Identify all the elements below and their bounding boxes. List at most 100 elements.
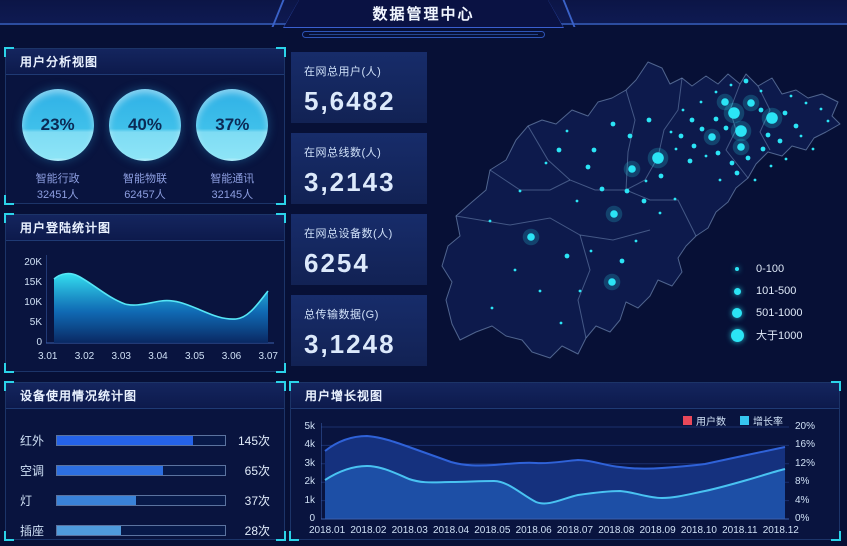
map-legend-item: 大于1000 <box>730 324 803 346</box>
map-data-point <box>624 188 630 194</box>
gauge-label: 智能行政 <box>35 173 80 185</box>
map-data-point <box>713 116 719 122</box>
map-data-point <box>575 199 579 203</box>
x-tick: 2018.06 <box>515 525 552 536</box>
map-data-point <box>518 189 522 193</box>
map-data-point <box>765 132 771 138</box>
stat-label: 在网总线数(人) <box>304 147 382 159</box>
liquid-gauge-2: 37% 智能通讯 32145人 <box>190 89 274 202</box>
x-tick: 3.03 <box>111 351 131 362</box>
y-tick-left: 2k <box>304 476 315 488</box>
map-data-point <box>678 133 684 139</box>
map-data-point <box>782 110 788 116</box>
stat-label: 在网总用户(人) <box>304 66 382 78</box>
device-value: 28次 <box>244 523 270 538</box>
legend-swatch <box>740 416 749 425</box>
y-tick-left: 3k <box>304 457 315 469</box>
panel-user-growth: 用户增长视图 用户数 增长率 5k 4k 3k 2k 1k 0 20% 16% 12% 8% 4%… <box>289 381 841 541</box>
y-tick-left: 5k <box>304 421 315 432</box>
y-tick: 20K <box>24 257 42 268</box>
map-data-point <box>714 90 718 94</box>
panel-device-usage: 设备使用情况统计图 红外 145次 空调 65次 灯 37次 插座 <box>4 381 286 541</box>
device-bar-fill <box>57 465 163 475</box>
stat-label: 在网总设备数(人) <box>304 228 393 240</box>
map-data-point <box>760 146 766 152</box>
device-bar-track <box>56 524 226 536</box>
device-bar-track <box>56 464 226 476</box>
map-data-point <box>652 152 664 164</box>
growth-legend-item[interactable]: 用户数 <box>683 413 726 428</box>
x-tick: 2018.05 <box>474 525 511 536</box>
panel-title: 设备使用情况统计图 <box>6 383 284 409</box>
stat-value: 3,1248 <box>304 329 396 359</box>
x-tick: 3.05 <box>185 351 205 362</box>
x-tick: 3.06 <box>221 351 242 362</box>
map-data-point <box>556 147 562 153</box>
y-tick-right: 12% <box>795 457 816 469</box>
liquid-gauge-group: 23% 智能行政 32451人 40% 智能物联 62457人 37% 智能通讯… <box>6 75 284 202</box>
map-data-point <box>699 100 703 104</box>
map-data-point <box>715 150 721 156</box>
map-data-point <box>490 306 494 310</box>
map-data-point <box>488 219 492 223</box>
legend-dot <box>732 308 742 318</box>
x-tick: 2018.09 <box>639 525 676 536</box>
x-tick: 3.07 <box>258 351 278 362</box>
device-bar-track <box>56 494 226 506</box>
x-tick: 2018.10 <box>680 525 717 536</box>
map-data-point <box>729 83 733 87</box>
gauge-percent: 37% <box>215 115 250 134</box>
device-row-3: 插座 28次 <box>20 515 270 545</box>
y-tick: 0 <box>36 337 42 348</box>
legend-dot <box>733 287 741 295</box>
map-data-point <box>559 321 563 325</box>
map-data-point <box>658 173 664 179</box>
device-bar-fill <box>57 495 136 505</box>
panel-login-stats: 用户登陆统计图 20K 15K 10K 5K 0 3.01 3.02 3.03 3.04 3.0… <box>4 213 286 373</box>
map-data-point <box>804 101 808 105</box>
device-label: 灯 <box>20 493 33 508</box>
legend-dot <box>735 267 739 271</box>
map-data-point <box>689 117 695 123</box>
map-data-point <box>644 179 648 183</box>
map-data-point <box>681 108 685 112</box>
map-data-point <box>610 121 616 127</box>
map-data-point <box>766 112 778 124</box>
device-row-1: 空调 65次 <box>20 455 270 485</box>
device-value: 65次 <box>244 463 270 478</box>
map-data-point <box>608 278 616 286</box>
map-data-point <box>753 178 757 182</box>
x-tick: 2018.08 <box>598 525 635 536</box>
y-tick-right: 0% <box>795 513 810 524</box>
device-value: 145次 <box>237 433 270 448</box>
map-data-point <box>673 197 677 201</box>
gauge-percent: 23% <box>40 115 75 134</box>
device-bar-chart: 红外 145次 空调 65次 灯 37次 插座 28次 <box>6 409 284 546</box>
map-data-point <box>793 123 799 129</box>
bubble-map: 0-100 101-500 501-1000 大于1000 <box>430 40 847 380</box>
stat-label: 总传输数据(G) <box>304 309 379 321</box>
device-label: 插座 <box>20 523 45 538</box>
device-label: 空调 <box>20 463 45 478</box>
growth-legend-item[interactable]: 增长率 <box>740 413 783 428</box>
header-title-frame: 数据管理中心 <box>283 0 564 28</box>
map-data-point <box>737 143 745 151</box>
x-tick: 2018.07 <box>556 525 594 536</box>
y-tick-right: 4% <box>795 494 810 506</box>
map-data-point <box>585 164 591 170</box>
map-data-point <box>784 157 788 161</box>
map-data-point <box>646 117 652 123</box>
y-tick-left: 1k <box>304 494 315 506</box>
y-tick: 10K <box>24 297 42 308</box>
y-tick-right: 8% <box>795 476 810 488</box>
x-tick: 2018.11 <box>722 525 758 536</box>
map-data-point <box>578 289 582 293</box>
map-data-point <box>658 211 662 215</box>
map-data-point <box>704 154 708 158</box>
map-data-point <box>565 129 569 133</box>
gauge-label: 智能通讯 <box>210 173 255 185</box>
map-data-point <box>729 160 735 166</box>
map-data-point <box>745 155 751 161</box>
growth-chart-legend: 用户数 增长率 <box>683 413 783 428</box>
legend-label: 101-500 <box>756 285 797 297</box>
